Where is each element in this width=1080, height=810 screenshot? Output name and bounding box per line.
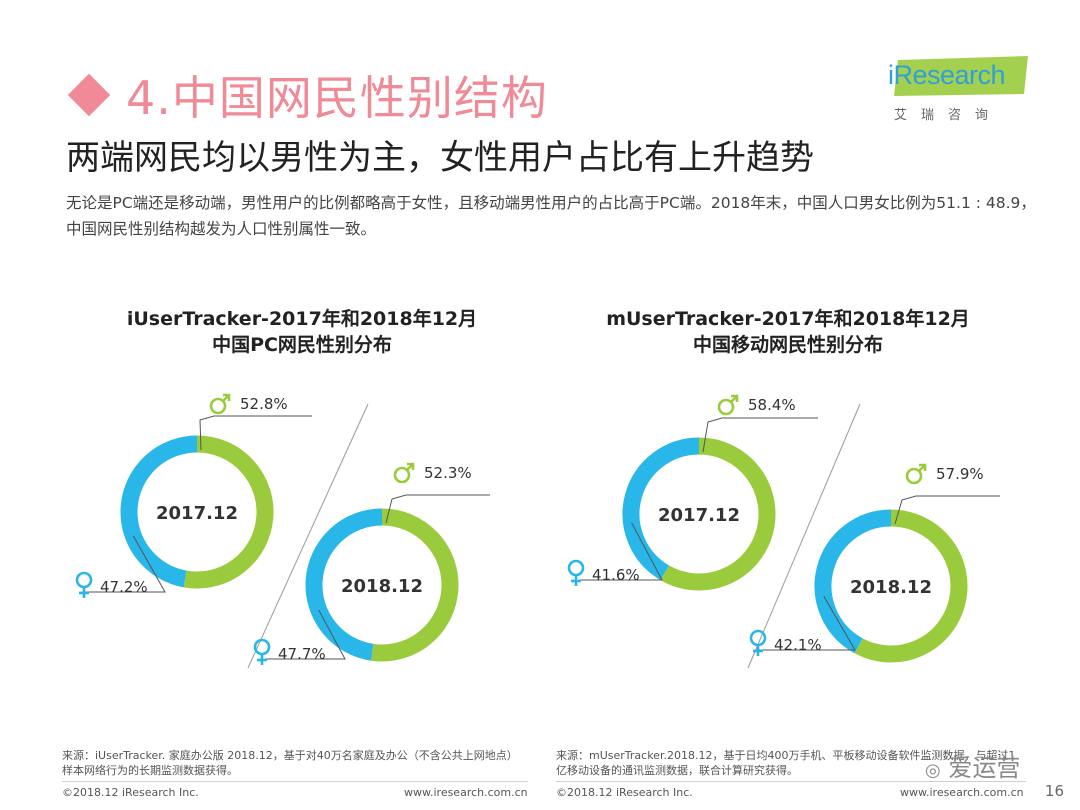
footer-right-divider — [556, 781, 1026, 782]
chart-0-series-0-female-leader — [82, 535, 166, 593]
chart-0-series-1-male-value: 52.3% — [424, 464, 472, 482]
page-title: 4.中国网民性别结构 — [126, 71, 548, 125]
chart-1-series-1-female-leader — [756, 595, 856, 651]
chart-1-series-1-female-slice — [814, 509, 892, 654]
logo-subtext: 艾瑞咨询 — [894, 108, 1003, 123]
chart-1-series-1-female-icon — [749, 629, 767, 656]
chart-0-series-0-female-value: 47.2% — [100, 578, 148, 596]
chart-0-series-0-female-slice — [120, 435, 198, 588]
chart-1-series-1-male-slice — [854, 509, 968, 663]
chart-1-series-1-male-icon — [905, 463, 927, 485]
chart-0-series-1-male-slice — [370, 508, 459, 662]
chart-1-separator — [747, 403, 861, 669]
chart-0-series-0-male-icon — [209, 393, 231, 415]
footer-left-copyright: ©2018.12 iResearch Inc. — [62, 786, 199, 799]
chart-1-series-0-male-leader — [702, 417, 818, 453]
chart-1-series-1-male-leader — [894, 495, 1000, 525]
chart-title-pc-line1: iUserTracker-2017年和2018年12月 — [126, 308, 478, 330]
chart-0-series-1-female-leader — [265, 609, 346, 660]
chart-title-pc: iUserTracker-2017年和2018年12月 中国PC网民性别分布 — [92, 306, 512, 358]
chart-1-series-0-male-value: 58.4% — [748, 396, 796, 414]
chart-0-series-1-female-slice — [305, 508, 383, 661]
footer-left: 来源：iUserTracker. 家庭办公版 2018.12，基于对40万名家庭… — [62, 748, 528, 778]
chart-title-mobile: mUserTracker-2017年和2018年12月 中国移动网民性别分布 — [578, 306, 998, 358]
chart-0-separator — [247, 403, 369, 669]
footer-left-source: 来源：iUserTracker. 家庭办公版 2018.12，基于对40万名家庭… — [62, 749, 518, 777]
chart-1-series-0-female-leader — [580, 522, 663, 581]
chart-title-mobile-line1: mUserTracker-2017年和2018年12月 — [606, 308, 970, 330]
chart-0-series-0-male-leader — [199, 415, 312, 451]
chart-0-series-0-male-slice — [183, 435, 274, 589]
logo-text: iResearch — [888, 60, 1006, 90]
chart-1-series-1-male-value: 57.9% — [936, 465, 984, 483]
watermark: ◎ 爱运营 — [925, 748, 1020, 783]
chart-1-series-0-female-slice — [622, 437, 700, 581]
watermark-text: 爱运营 — [948, 754, 1021, 782]
chart-0-series-1-center-label: 2018.12 — [341, 576, 423, 597]
page-subtitle: 两端网民均以男性为主，女性用户占比有上升趋势 — [66, 138, 814, 178]
chart-1-series-0-female-value: 41.6% — [592, 566, 640, 584]
chart-0-series-0-female-icon — [75, 571, 93, 598]
chart-0-series-1-male-leader — [385, 494, 490, 524]
chart-title-mobile-line2: 中国移动网民性别分布 — [692, 334, 883, 356]
footer-right-source: 来源：mUserTracker.2018.12，基于日均400万手机、平板移动设… — [556, 749, 1016, 777]
chart-1-series-1-female-value: 42.1% — [774, 636, 822, 654]
page-number: 16 — [1044, 782, 1064, 800]
logo: iResearch 艾瑞咨询 — [888, 56, 1038, 126]
chart-0-series-1-male-icon — [393, 462, 415, 484]
chart-1-series-0-center-label: 2017.12 — [658, 505, 740, 526]
footer-right: 来源：mUserTracker.2018.12，基于日均400万手机、平板移动设… — [556, 748, 1026, 778]
chart-title-pc-line2: 中国PC网民性别分布 — [212, 334, 392, 356]
footer-left-url[interactable]: www.iresearch.com.cn — [404, 786, 528, 799]
footer-right-url[interactable]: www.iresearch.com.cn — [900, 786, 1024, 799]
page-description: 无论是PC端还是移动端，男性用户的比例都略高于女性，且移动端男性用户的占比高于P… — [66, 194, 1036, 238]
chart-0-series-0-center-label: 2017.12 — [156, 503, 238, 524]
chart-1-series-0-female-icon — [567, 559, 585, 586]
chart-0-series-1-female-icon — [253, 638, 271, 665]
chart-1-series-1-center-label: 2018.12 — [850, 577, 932, 598]
wechat-icon: ◎ — [925, 760, 941, 781]
chart-1-series-0-male-icon — [717, 394, 739, 416]
title-block: 4.中国网民性别结构 — [67, 62, 548, 128]
chart-0-series-1-female-value: 47.7% — [278, 645, 326, 663]
footer-left-divider — [62, 781, 528, 782]
footer-right-copyright: ©2018.12 iResearch Inc. — [556, 786, 693, 799]
chart-0-series-0-male-value: 52.8% — [240, 395, 288, 413]
logo-badge-icon — [894, 56, 1028, 96]
chart-1-series-0-male-slice — [660, 437, 776, 591]
